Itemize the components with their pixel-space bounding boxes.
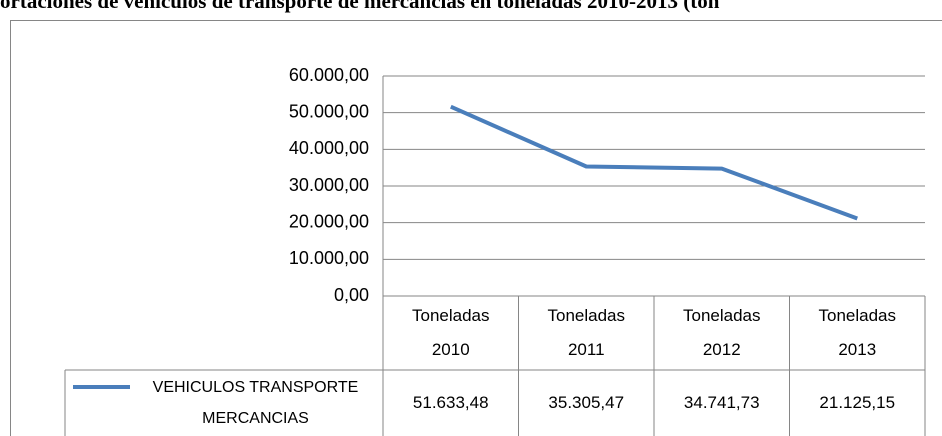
legend-label: VEHICULOS TRANSPORTE MERCANCIAS xyxy=(152,379,359,427)
category-label: Toneladas 2013 xyxy=(818,306,897,359)
y-tick-label: 30.000,00 xyxy=(289,175,369,195)
y-tick-label: 40.000,00 xyxy=(289,138,369,158)
y-tick-label: 10.000,00 xyxy=(289,248,369,268)
data-table-value: 35.305,47 xyxy=(548,393,625,412)
y-tick-label: 50.000,00 xyxy=(289,101,369,121)
data-table-value: 34.741,73 xyxy=(683,393,760,412)
chart-frame xyxy=(10,20,942,436)
data-table-value: 51.633,48 xyxy=(412,393,489,412)
chart-title: ortaciones de vehiculos de transporte de… xyxy=(0,0,720,13)
y-tick-label: 60.000,00 xyxy=(289,65,369,85)
data-table-value: 21.125,15 xyxy=(819,393,896,412)
series-line xyxy=(449,104,858,221)
y-tick-label: 20.000,00 xyxy=(289,211,369,231)
category-label: Toneladas 2010 xyxy=(412,306,490,359)
y-tick-label: 0,00 xyxy=(334,285,369,305)
category-label: Toneladas 2012 xyxy=(683,306,761,359)
category-label: Toneladas 2011 xyxy=(547,306,626,359)
